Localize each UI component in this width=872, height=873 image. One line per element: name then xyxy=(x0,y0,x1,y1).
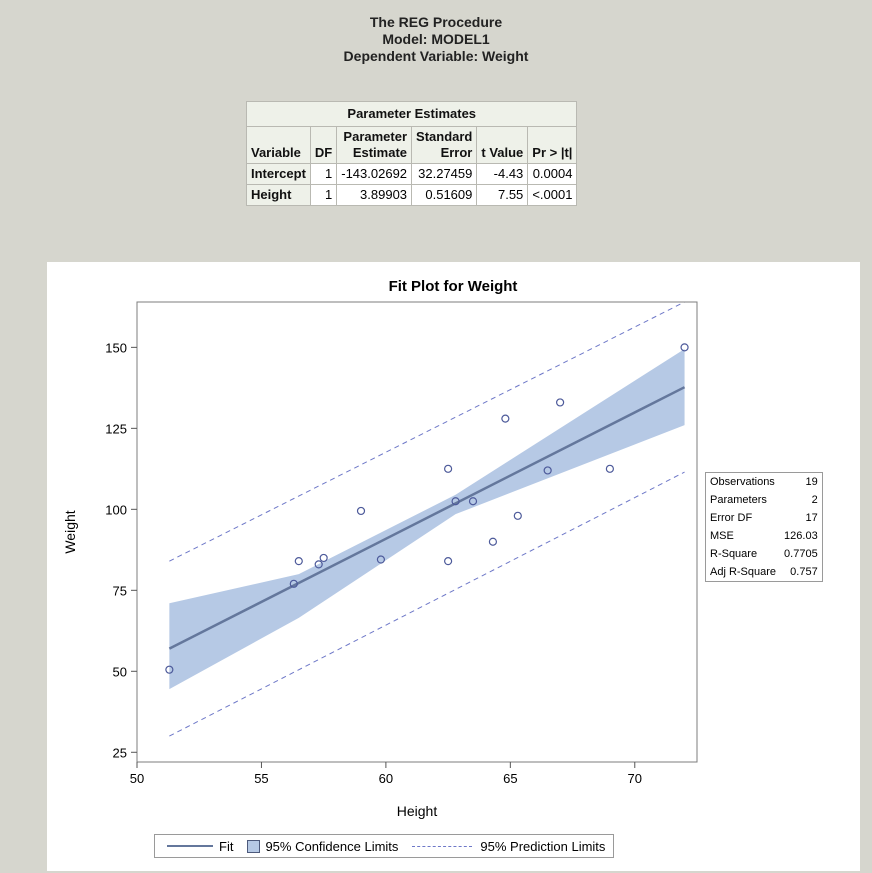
fit-stat-label: Error DF xyxy=(710,512,753,524)
data-point xyxy=(513,511,522,520)
y-tick-label: 75 xyxy=(113,583,127,598)
fit-line-swatch xyxy=(167,845,213,847)
fit-statistics-inset: Observations 19 Parameters 2 Error DF 17 MS… xyxy=(705,472,823,582)
header-parameter-estimate: Parameter Estimate xyxy=(336,126,413,164)
fit-stat-label: Adj R-Square xyxy=(710,566,777,578)
table-row: Intercept 1 -143.02692 32.27459 -4.43 0.… xyxy=(246,163,578,185)
x-axis-label: Height xyxy=(397,803,438,819)
fit-stat-label: MSE xyxy=(710,530,734,542)
table-header-row: Variable DF Parameter Estimate Standard Er… xyxy=(246,126,578,164)
fit-stat-label: R-Square xyxy=(710,548,758,560)
fit-stat-row: Observations 19 xyxy=(706,473,823,492)
fit-stat-value: 17 xyxy=(805,512,818,524)
x-tick-label: 70 xyxy=(628,771,642,786)
prediction-limit-lower xyxy=(169,471,685,737)
data-point xyxy=(488,537,498,546)
y-tick-label: 50 xyxy=(113,664,127,679)
legend-item-confidence: 95% Confidence Limits xyxy=(247,839,398,854)
y-tick-label: 150 xyxy=(105,340,127,355)
x-tick-label: 50 xyxy=(130,771,144,786)
data-point xyxy=(444,557,453,566)
fit-stat-row: R-Square 0.7705 xyxy=(706,545,823,563)
data-point xyxy=(451,497,460,506)
procedure-title: The REG Procedure xyxy=(369,14,503,30)
data-point xyxy=(680,343,689,352)
data-point xyxy=(165,665,174,674)
chart-title: Fit Plot for Weight xyxy=(389,278,518,295)
header-p-value: Pr > |t| xyxy=(527,126,578,164)
data-point xyxy=(468,497,478,506)
model-title: Model: MODEL1 xyxy=(382,31,490,47)
data-point xyxy=(556,398,565,407)
header-t-value: t Value xyxy=(476,126,529,164)
y-tick-label: 125 xyxy=(105,421,127,436)
cell-p-value: 0.0004 xyxy=(527,163,578,185)
fit-stat-row: Error DF 17 xyxy=(706,509,823,527)
cell-std-error: 0.51609 xyxy=(411,184,478,206)
cell-estimate: 3.89903 xyxy=(336,184,413,206)
confidence-band-swatch xyxy=(247,839,261,853)
cell-df: 1 xyxy=(309,184,338,206)
row-label: Height xyxy=(246,184,311,206)
row-label: Intercept xyxy=(246,163,311,185)
cell-t-value: -4.43 xyxy=(476,163,529,185)
data-point xyxy=(444,464,453,473)
table-row: Height 1 3.89903 0.51609 7.55 <.0001 xyxy=(246,184,578,206)
data-point xyxy=(376,555,386,564)
data-point xyxy=(319,553,328,563)
x-tick-label: 65 xyxy=(503,771,517,786)
fit-stat-value: 0.757 xyxy=(790,566,818,578)
prediction-line-swatch xyxy=(412,845,473,847)
prediction-limit-upper xyxy=(169,301,685,562)
header-variable: Variable xyxy=(246,126,311,164)
fit-line xyxy=(168,386,686,650)
fit-plot-panel: Fit Plot for Weight 50 55 60 65 70 25 50 75 100 12… xyxy=(47,262,860,871)
parameter-estimates-table: Parameter Estimates Variable DF Paramete… xyxy=(245,101,578,206)
data-point xyxy=(543,466,552,475)
legend-label-prediction: 95% Prediction Limits xyxy=(480,838,606,854)
y-tick-label: 100 xyxy=(105,502,127,517)
fit-stat-value: 126.03 xyxy=(784,530,818,542)
data-point xyxy=(294,557,303,566)
dependent-variable-title: Dependent Variable: Weight xyxy=(343,48,529,64)
legend-item-fit: Fit xyxy=(167,839,233,854)
cell-t-value: 7.55 xyxy=(476,184,529,206)
cell-std-error: 32.27459 xyxy=(411,163,478,185)
data-point xyxy=(289,579,298,588)
fit-stat-row: MSE 126.03 xyxy=(706,527,823,545)
y-axis-label: Weight xyxy=(62,510,78,553)
x-tick-label: 60 xyxy=(379,771,393,786)
plot-frame xyxy=(136,301,698,763)
x-tick-label: 55 xyxy=(254,771,268,786)
fit-stat-row: Parameters 2 xyxy=(706,491,823,509)
table-caption: Parameter Estimates xyxy=(245,101,578,127)
fit-stat-value: 19 xyxy=(805,476,818,488)
report-titles: The REG Procedure Model: MODEL1 Dependen… xyxy=(0,14,872,65)
y-tick-label: 25 xyxy=(113,745,127,760)
legend-item-prediction: 95% Prediction Limits xyxy=(412,839,605,854)
legend-label-confidence: 95% Confidence Limits xyxy=(265,838,399,854)
fit-stat-row: Adj R-Square 0.757 xyxy=(706,563,823,582)
data-point xyxy=(501,414,510,423)
legend-label-fit: Fit xyxy=(219,838,234,854)
data-point xyxy=(356,506,366,516)
data-point xyxy=(605,464,614,473)
chart-legend: Fit 95% Confidence Limits 95% Prediction… xyxy=(154,834,615,858)
cell-estimate: -143.02692 xyxy=(336,163,413,185)
fit-stat-label: Parameters xyxy=(710,494,767,506)
data-point xyxy=(314,560,323,569)
fit-stat-value: 0.7705 xyxy=(784,548,818,560)
fit-stat-label: Observations xyxy=(710,476,775,488)
cell-df: 1 xyxy=(309,163,338,185)
header-standard-error: Standard Error xyxy=(411,126,478,164)
header-df: DF xyxy=(309,126,338,164)
cell-p-value: <.0001 xyxy=(527,184,578,206)
fit-stat-value: 2 xyxy=(811,494,818,506)
